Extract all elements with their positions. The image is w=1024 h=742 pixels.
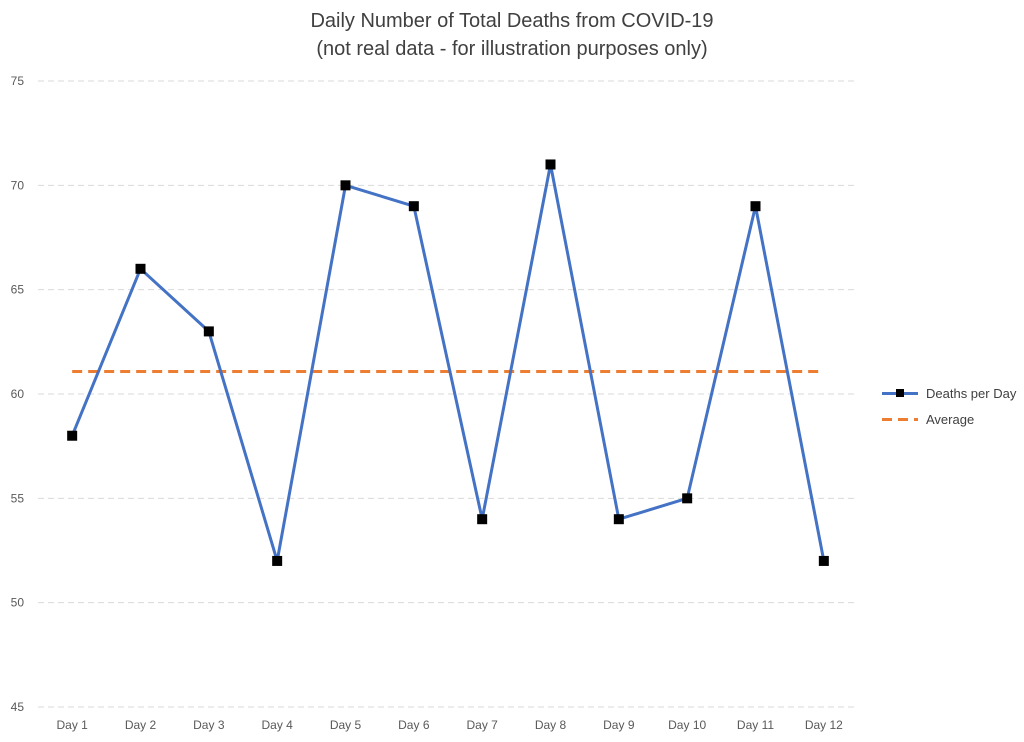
legend: Deaths per Day Average [882,382,1016,434]
y-tick-label: 50 [11,596,25,610]
data-point-deaths-per-day [408,201,419,212]
data-point-deaths-per-day [818,555,829,566]
data-point-deaths-per-day [340,180,351,191]
legend-label-average: Average [926,411,975,427]
x-tick-label: Day 9 [603,718,635,732]
chart-subtitle: (not real data - for illustration purpos… [316,38,708,60]
y-tick-label: 45 [11,700,25,714]
x-tick-label: Day 12 [805,718,843,732]
x-tick-label: Day 5 [330,718,362,732]
y-tick-label: 65 [11,283,25,297]
y-tick-label: 70 [11,178,25,192]
data-point-deaths-per-day [750,201,761,212]
legend-swatch-line-marker-icon [882,386,918,400]
data-point-deaths-per-day [67,430,78,441]
chart-title: Daily Number of Total Deaths from COVID-… [310,10,714,32]
x-tick-label: Day 3 [193,718,225,732]
data-point-deaths-per-day [477,514,488,525]
y-tick-label: 75 [11,74,25,88]
x-tick-label: Day 7 [466,718,498,732]
data-point-deaths-per-day [135,263,146,274]
data-point-deaths-per-day [682,493,693,504]
x-tick-label: Day 4 [261,718,293,732]
data-point-deaths-per-day [272,555,283,566]
legend-swatch-dashed-line-icon [882,412,918,426]
legend-item-deaths-per-day: Deaths per Day [882,382,1016,404]
legend-label-deaths-per-day: Deaths per Day [926,385,1017,401]
y-tick-label: 55 [11,491,25,505]
x-tick-label: Day 2 [125,718,157,732]
x-tick-label: Day 11 [737,718,774,732]
data-point-deaths-per-day [545,159,556,170]
x-tick-label: Day 1 [56,718,88,732]
legend-item-average: Average [882,408,1016,430]
x-tick-label: Day 10 [668,718,706,732]
x-tick-label: Day 8 [535,718,567,732]
data-point-deaths-per-day [613,514,624,525]
x-tick-label: Day 6 [398,718,430,732]
series-line-deaths-per-day [70,162,826,563]
y-tick-label: 60 [11,387,25,401]
data-point-deaths-per-day [203,326,214,337]
